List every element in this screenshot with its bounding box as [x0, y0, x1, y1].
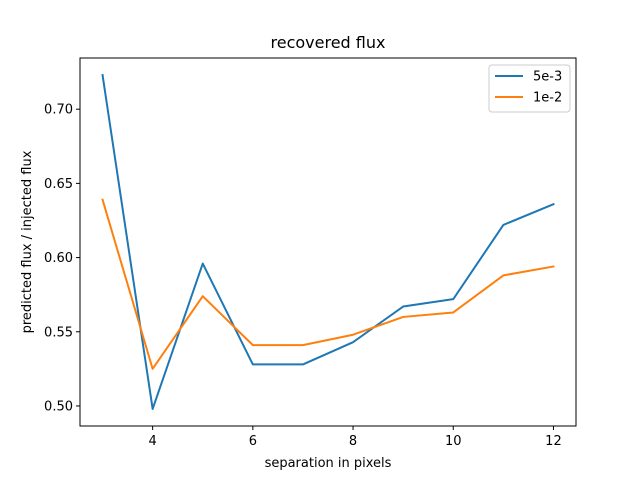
x-tick-label: 6: [249, 434, 257, 449]
series-layer: [101, 73, 555, 410]
y-axis-label: predicted flux / injected flux: [20, 150, 35, 333]
y-tick-label: 0.55: [44, 325, 73, 340]
y-tick-label: 0.60: [44, 251, 73, 266]
legend-label-1e-2: 1e-2: [533, 91, 562, 106]
y-tick-label: 0.50: [44, 399, 73, 414]
y-axis: 0.50 0.55 0.60 0.65 0.70: [44, 103, 80, 414]
legend-label-5e-3: 5e-3: [533, 70, 562, 85]
x-axis-label: separation in pixels: [265, 456, 392, 471]
plot-frame: [79, 57, 577, 427]
chart-title: recovered flux: [271, 33, 386, 52]
y-tick-label: 0.70: [44, 103, 73, 118]
series-line-1e-2: [101, 198, 555, 370]
x-tick-label: 12: [545, 434, 562, 449]
series-line-5e-3: [101, 73, 555, 410]
x-tick-label: 4: [149, 434, 157, 449]
legend: 5e-3 1e-2: [488, 64, 571, 113]
x-axis: 4 6 8 10 12: [149, 426, 562, 449]
x-tick-label: 8: [349, 434, 357, 449]
y-tick-label: 0.65: [44, 177, 73, 192]
x-tick-label: 10: [445, 434, 462, 449]
